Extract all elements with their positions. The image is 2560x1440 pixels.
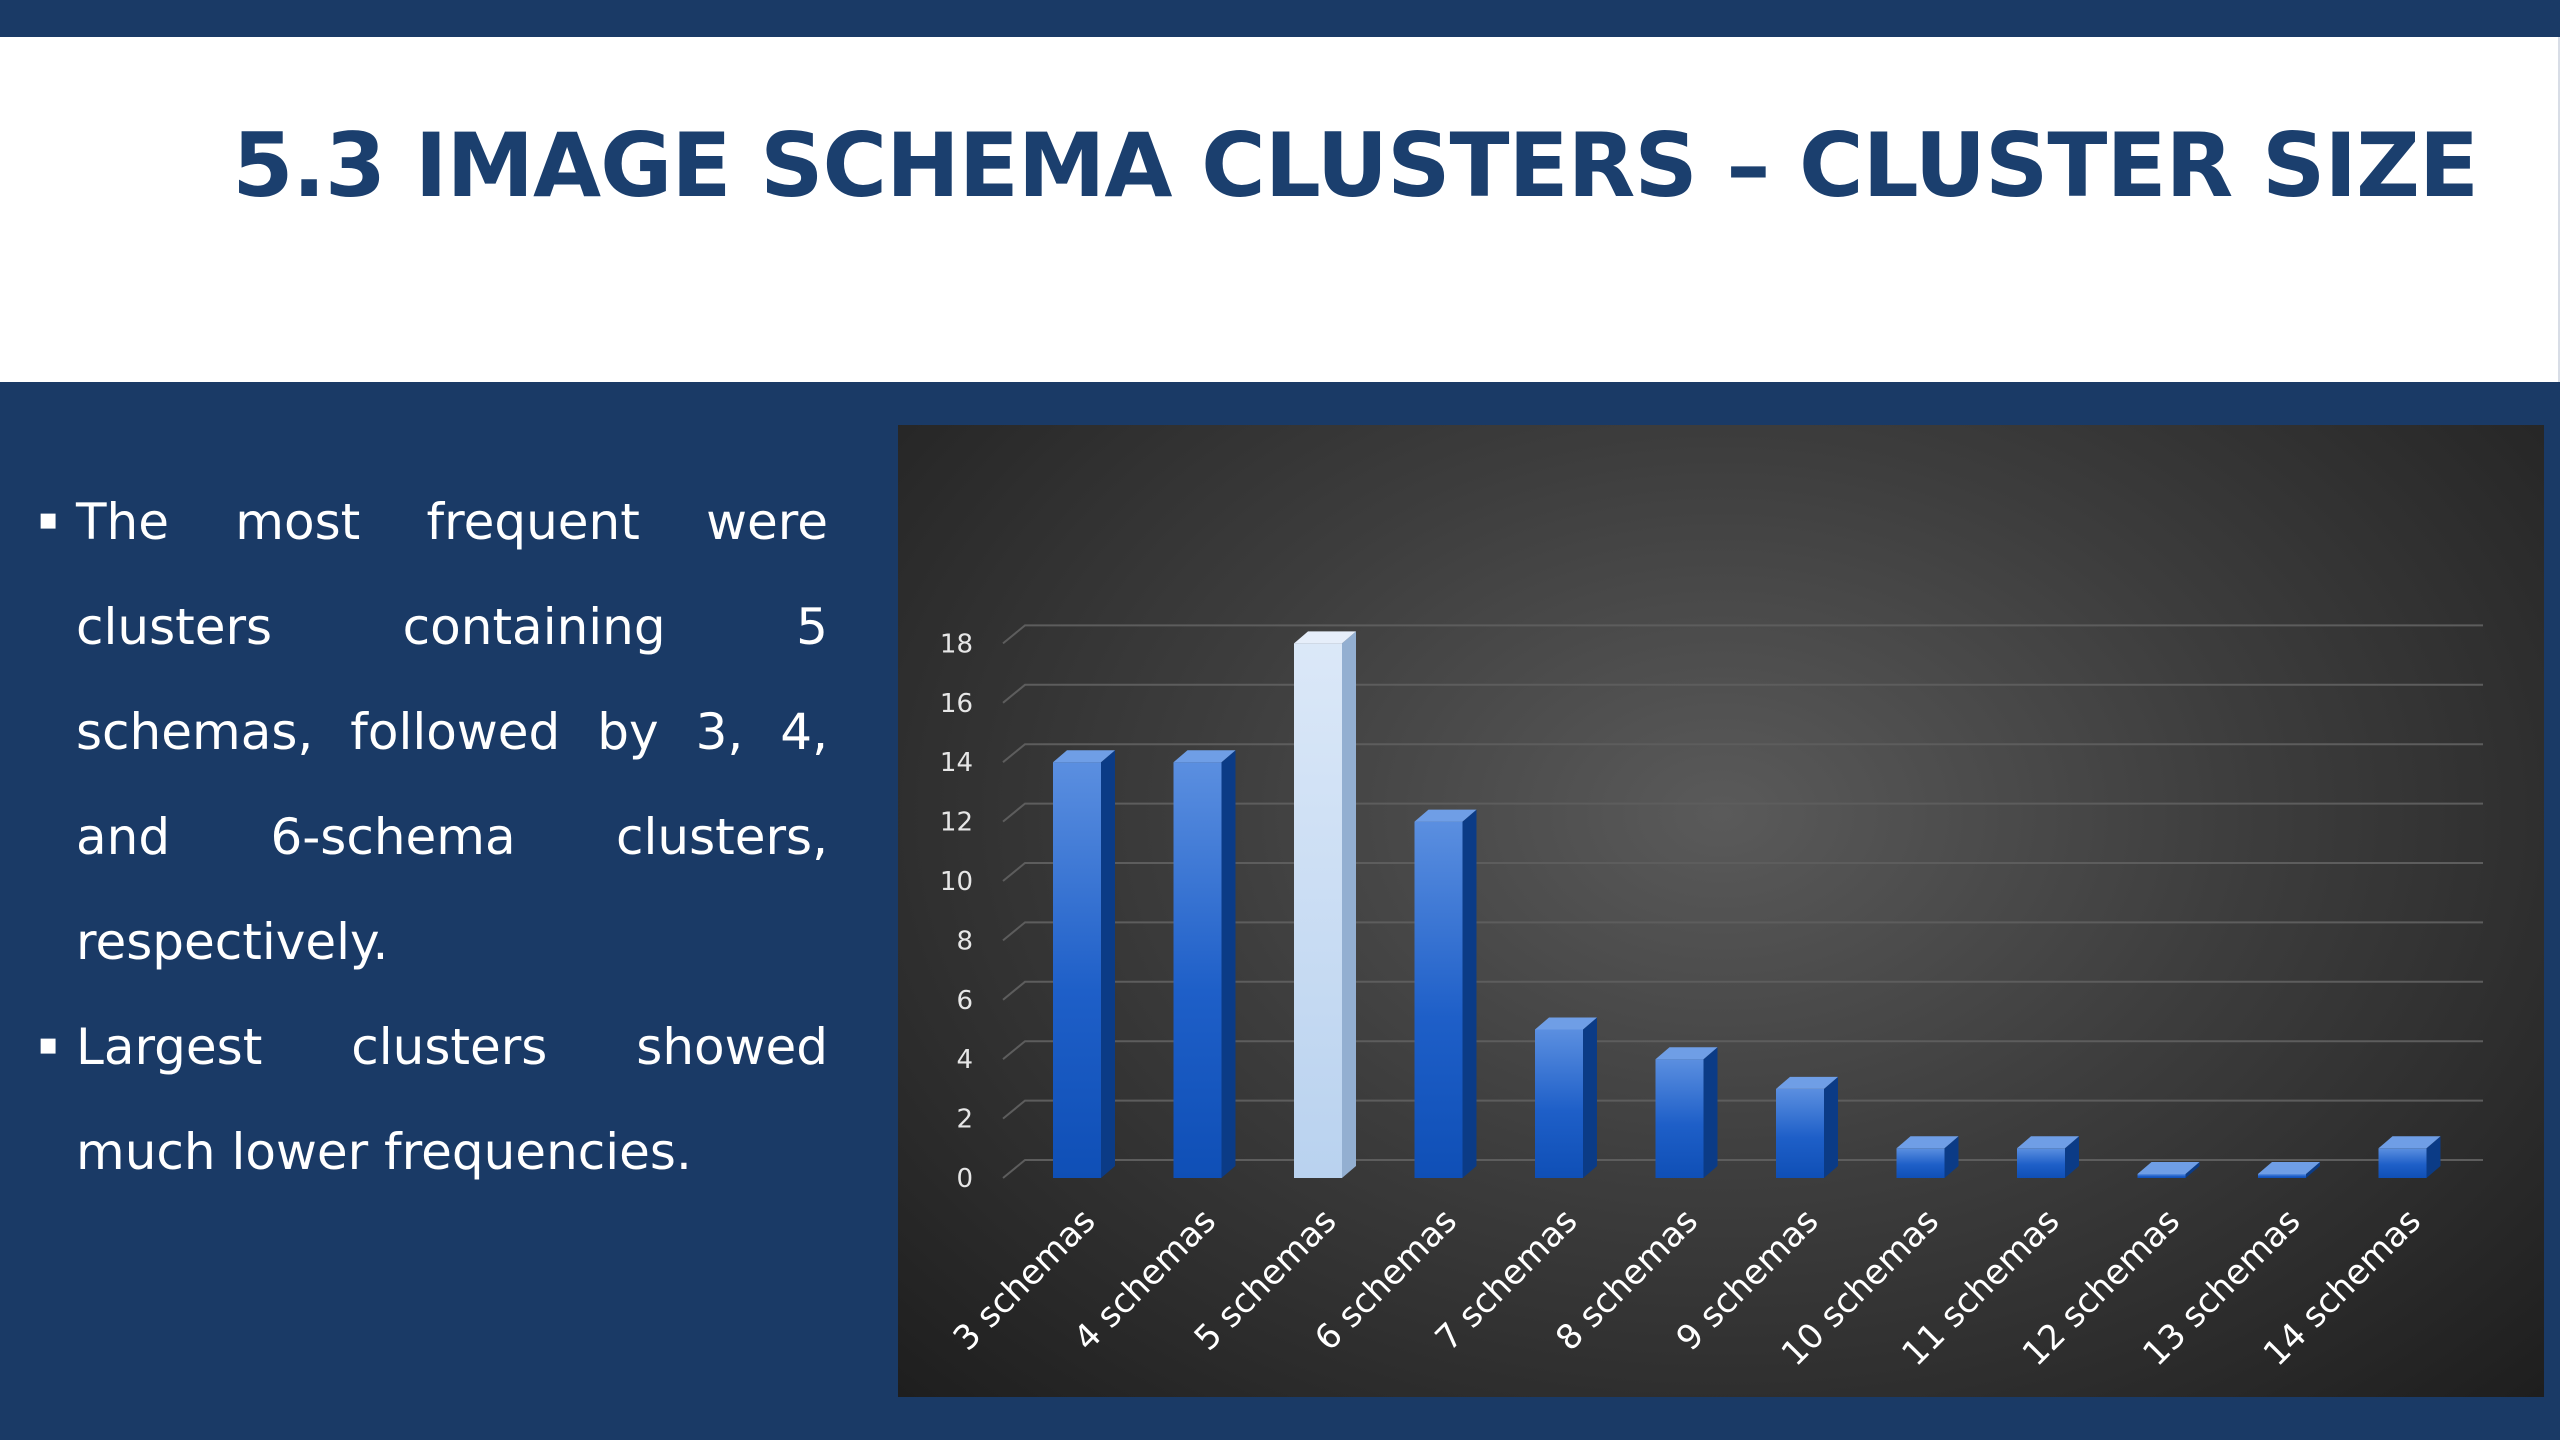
bar [2017, 1136, 2079, 1178]
gridline [1002, 1099, 2483, 1120]
y-tick-label: 18 [940, 629, 973, 659]
gridline [1002, 624, 2483, 645]
bar [2378, 1136, 2441, 1178]
bullet-marker: ▪ [38, 502, 59, 537]
bar [1535, 1017, 1597, 1178]
title-band [0, 37, 2560, 382]
bar [1173, 750, 1236, 1178]
gridline [1002, 980, 2483, 1001]
bar-layer [1053, 631, 2441, 1178]
bar [2137, 1162, 2200, 1178]
top-bar [0, 0, 2560, 37]
bar [1896, 1136, 1959, 1178]
y-tick-label: 14 [940, 748, 973, 778]
gridline [1002, 921, 2483, 942]
gridline [1002, 743, 2483, 763]
y-tick-label: 10 [940, 867, 973, 897]
bullet-list: ▪ The most frequent were clusters contai… [38, 470, 828, 1205]
y-tick-label: 12 [940, 808, 973, 838]
bullet-marker: ▪ [38, 1027, 59, 1062]
y-tick-label: 8 [956, 926, 973, 956]
bullet-text: The most frequent were clusters containi… [76, 493, 828, 971]
bullet-item: ▪ The most frequent were clusters contai… [38, 470, 828, 995]
bar [1294, 631, 1356, 1178]
gridline [1002, 862, 2483, 882]
y-tick-label: 16 [940, 689, 973, 719]
slide-title: 5.3 IMAGE SCHEMA CLUSTERS – CLUSTER SIZE [232, 114, 2479, 217]
bullet-text: Largest clusters showed much lower frequ… [76, 1018, 828, 1181]
grid-layer [1002, 624, 2483, 1179]
gridline [1002, 1159, 2483, 1179]
y-tick-label: 4 [956, 1045, 973, 1075]
bullet-item: ▪ Largest clusters showed much lower fre… [38, 995, 828, 1205]
gridline [1002, 683, 2483, 704]
y-axis: 0 2 4 6 8 10 12 14 16 18 [940, 629, 973, 1194]
y-tick-label: 0 [956, 1164, 973, 1194]
bar [1776, 1076, 1838, 1178]
y-tick-label: 6 [956, 986, 973, 1016]
bar [1053, 750, 1115, 1178]
bar [2258, 1162, 2320, 1178]
bar [1655, 1047, 1718, 1178]
bar [1414, 809, 1477, 1178]
gridline [1002, 802, 2483, 823]
gridline [1002, 1040, 2483, 1060]
y-tick-label: 2 [956, 1105, 973, 1135]
chart-panel: 0 2 4 6 8 10 12 14 16 18 3 schemas 4 schemas 5 sche… [898, 425, 2544, 1397]
